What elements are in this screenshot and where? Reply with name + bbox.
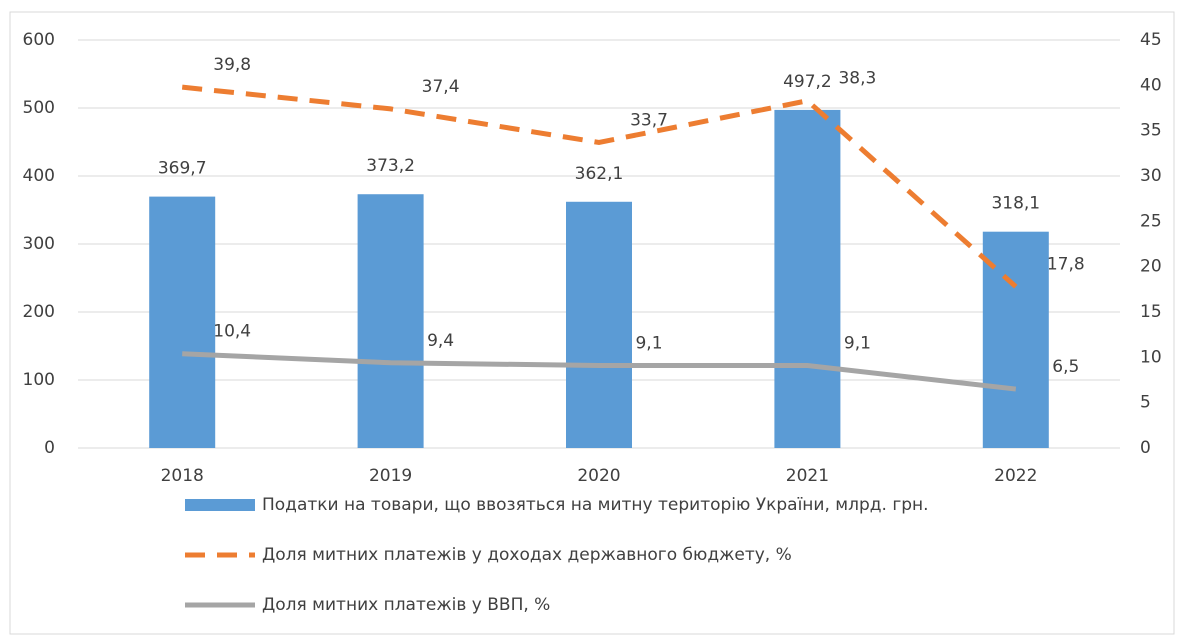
y-tick-label: 300 xyxy=(23,234,55,254)
y-tick-label: 0 xyxy=(44,438,55,458)
data-label: 17,8 xyxy=(1047,255,1085,275)
data-label: 9,1 xyxy=(844,333,871,353)
bar xyxy=(357,194,424,448)
data-label: 318,1 xyxy=(991,194,1040,214)
y2-tick-label: 20 xyxy=(1140,257,1162,277)
data-label: 9,4 xyxy=(427,331,454,351)
y2-tick-label: 25 xyxy=(1140,211,1162,231)
data-label: 39,8 xyxy=(213,55,251,75)
y-tick-label: 200 xyxy=(23,302,55,322)
data-label: 369,7 xyxy=(158,159,207,179)
x-tick-label: 2021 xyxy=(786,466,829,486)
data-label: 362,1 xyxy=(575,164,624,184)
y2-tick-label: 45 xyxy=(1140,30,1162,50)
legend-label: Доля митних платежів у ВВП, % xyxy=(262,595,550,615)
data-label: 497,2 xyxy=(783,72,832,92)
y2-tick-label: 40 xyxy=(1140,75,1162,95)
data-label: 9,1 xyxy=(635,333,662,353)
legend-swatch xyxy=(185,499,255,511)
bar xyxy=(566,201,632,448)
data-label: 33,7 xyxy=(630,110,668,130)
x-tick-label: 2019 xyxy=(369,466,412,486)
y2-tick-label: 30 xyxy=(1140,166,1162,186)
bar xyxy=(774,109,841,449)
legend-label: Доля митних платежів у доходах державног… xyxy=(262,545,792,565)
data-label: 373,2 xyxy=(366,156,415,176)
x-tick-label: 2018 xyxy=(161,466,204,486)
line xyxy=(181,84,1018,289)
y2-tick-label: 35 xyxy=(1140,121,1162,141)
data-label: 37,4 xyxy=(422,77,460,97)
y2-tick-label: 5 xyxy=(1140,393,1151,413)
data-label: 10,4 xyxy=(213,322,251,342)
y-tick-label: 500 xyxy=(23,98,55,118)
legend-label: Податки на товари, що ввозяться на митну… xyxy=(262,495,929,515)
y2-tick-label: 15 xyxy=(1140,302,1162,322)
bar xyxy=(149,196,216,448)
line xyxy=(182,351,1017,392)
y-tick-label: 100 xyxy=(23,370,55,390)
x-tick-label: 2020 xyxy=(577,466,620,486)
y-tick-label: 400 xyxy=(23,166,55,186)
y2-tick-label: 10 xyxy=(1140,347,1162,367)
y-tick-label: 600 xyxy=(23,30,55,50)
data-label: 6,5 xyxy=(1052,357,1079,377)
data-label: 38,3 xyxy=(838,69,876,89)
y2-tick-label: 0 xyxy=(1140,438,1151,458)
x-tick-label: 2022 xyxy=(994,466,1037,486)
